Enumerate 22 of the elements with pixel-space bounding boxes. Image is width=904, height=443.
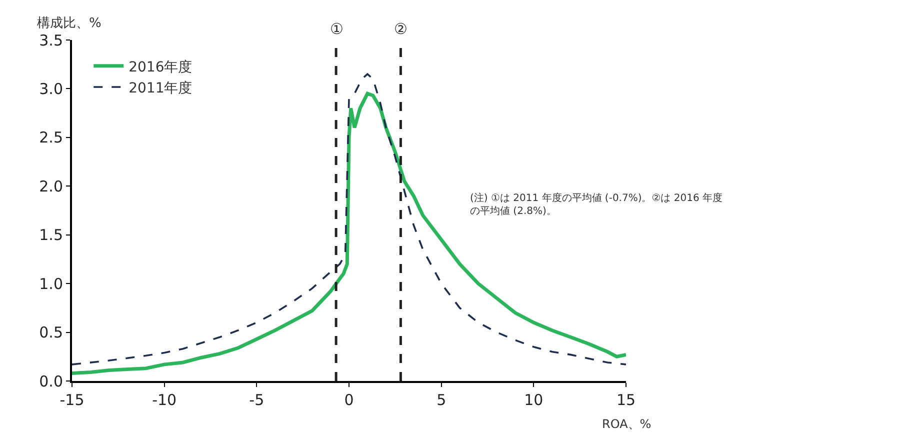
x-axis-title: ROA、%	[602, 417, 652, 431]
annotation: (注) ①は 2011 年度の平均値 (-0.7%)。②は 2016 年度の平均値 (2.8%)。	[470, 192, 723, 217]
y-tick-label: 2.5	[39, 128, 63, 147]
x-tick-label: -5	[249, 391, 264, 409]
x-tick-label: 15	[616, 391, 636, 409]
x-tick-label: -15	[60, 391, 84, 409]
ref-line-label: ②	[394, 20, 408, 38]
x-tick-label: 5	[436, 391, 446, 409]
legend-label: 2016年度	[128, 59, 192, 76]
y-tick-label: 2.0	[39, 177, 63, 196]
x-tick-label: 10	[524, 391, 544, 409]
y-tick-label: 0.0	[39, 372, 63, 390]
y-tick-label: 1.0	[39, 274, 63, 293]
y-tick-label: 0.5	[39, 324, 63, 342]
x-tick-label: -10	[152, 391, 177, 409]
legend-label: 2011年度	[128, 80, 192, 96]
y-tick-label: 1.5	[39, 226, 63, 244]
y-axis-title: 構成比、%	[37, 16, 102, 31]
ref-line-label: ①	[330, 20, 344, 38]
x-tick-label: 0	[344, 391, 354, 409]
y-tick-label: 3.0	[39, 80, 63, 98]
y-tick-label: 3.5	[39, 31, 63, 50]
